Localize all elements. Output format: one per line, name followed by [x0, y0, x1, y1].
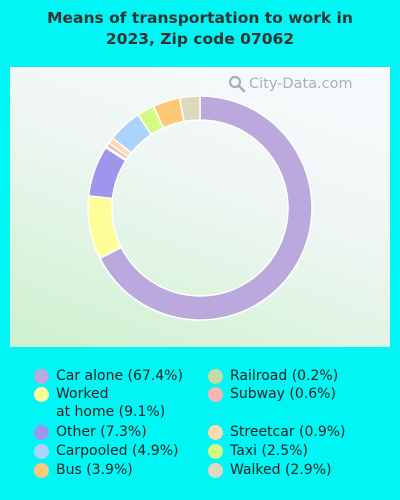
chart-title-line-1: Means of transportation to work in: [47, 9, 353, 27]
magnifier-icon: [228, 75, 246, 93]
donut-slice-walked: [178, 95, 201, 123]
donut-slice-car-alone: [98, 95, 313, 321]
chart-title: Means of transportation to work in 2023,…: [0, 8, 400, 50]
watermark: City-Data.com: [228, 74, 353, 94]
watermark-text: City-Data.com: [249, 76, 353, 92]
donut-slice-worked-at-home: [87, 195, 123, 260]
chart-title-line-2: 2023, Zip code 07062: [105, 30, 295, 48]
